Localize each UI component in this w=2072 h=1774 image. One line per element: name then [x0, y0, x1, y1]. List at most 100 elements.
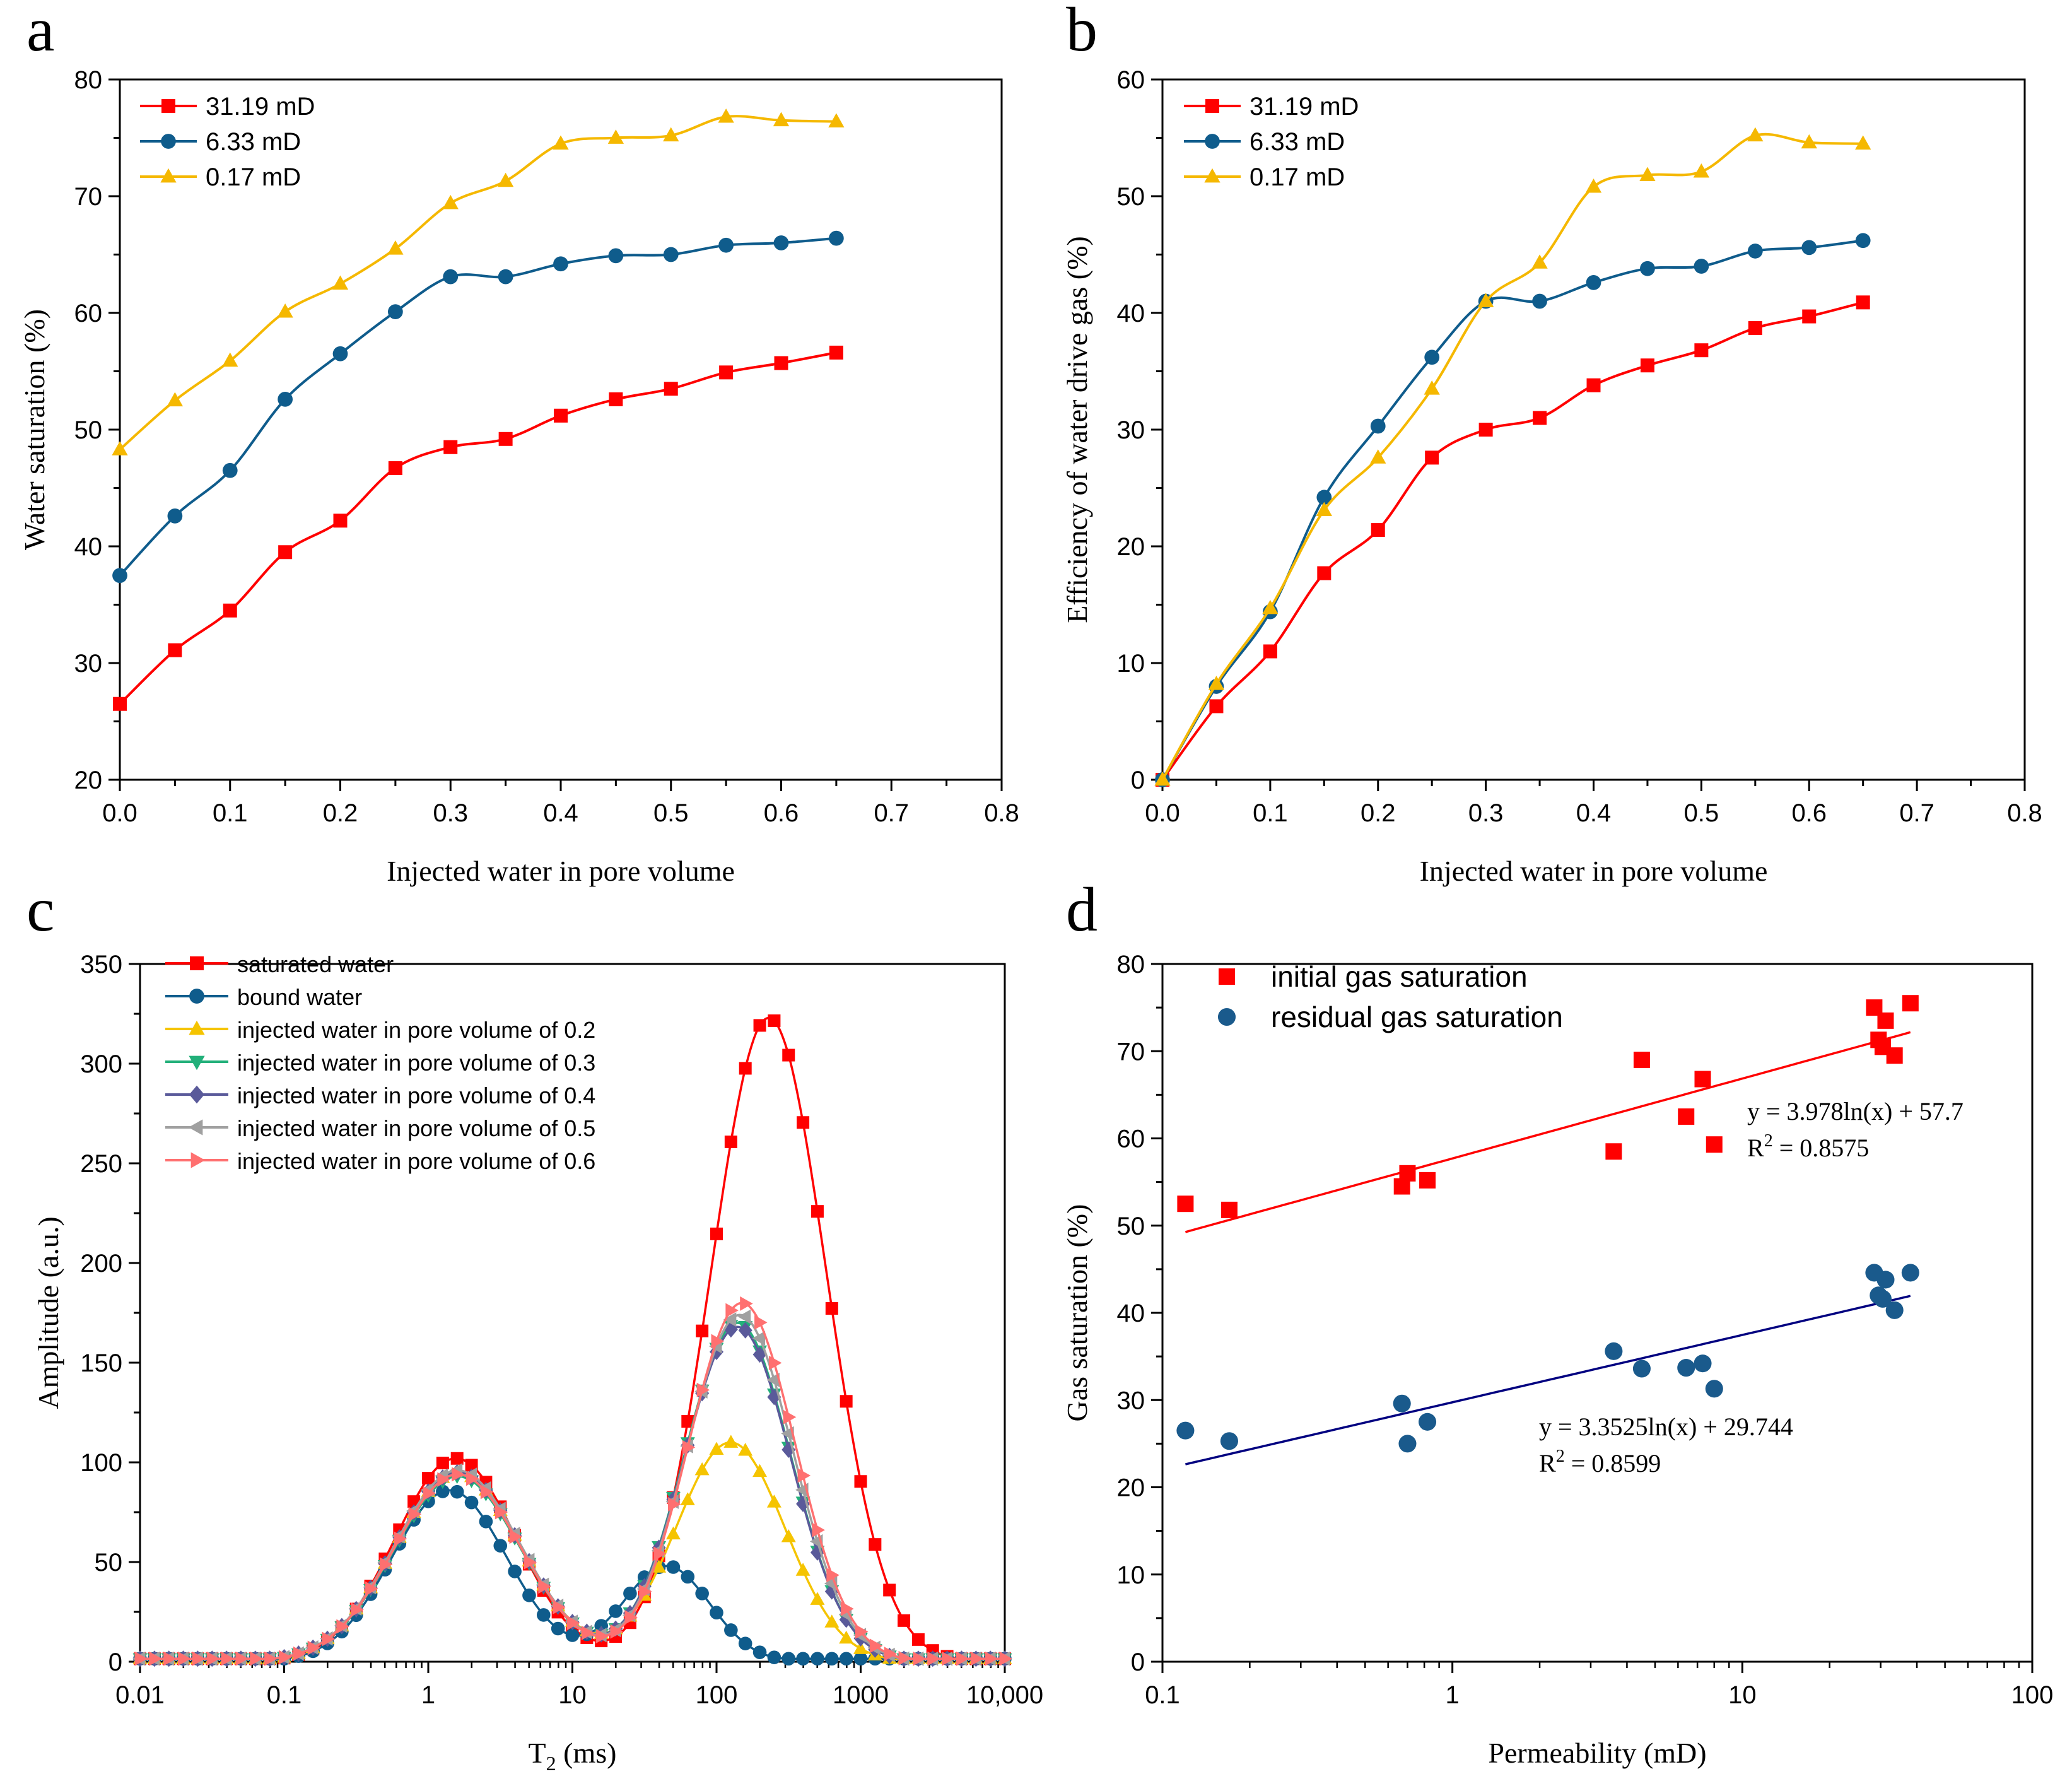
- data-point: [1371, 523, 1385, 537]
- data-point: [898, 1650, 912, 1665]
- data-point: [1176, 1421, 1195, 1440]
- data-point: [840, 1395, 853, 1408]
- legend-label: residual gas saturation: [1271, 1001, 1563, 1033]
- data-point: [773, 235, 789, 250]
- data-point: [1640, 358, 1654, 373]
- data-point: [388, 461, 402, 476]
- data-point: [387, 304, 403, 320]
- data-point: [595, 1629, 609, 1644]
- data-point: [1639, 167, 1656, 182]
- x-tick-label: 100: [2011, 1681, 2054, 1709]
- data-point: [664, 382, 678, 396]
- data-point: [112, 441, 128, 455]
- x-tick-label: 10,000: [966, 1681, 1043, 1709]
- data-point: [797, 1468, 811, 1483]
- x-axis-title-subscript: 2: [546, 1752, 556, 1774]
- data-point: [609, 392, 623, 406]
- x-tick-label: 0.3: [1468, 799, 1504, 827]
- data-point: [752, 1330, 766, 1346]
- fit-r-squared-exponent: 2: [1556, 1447, 1565, 1466]
- y-tick-label: 80: [74, 66, 103, 94]
- series-1: [1155, 233, 1871, 787]
- data-point: [1605, 1143, 1622, 1160]
- data-point: [1419, 1172, 1436, 1189]
- data-point: [855, 1624, 869, 1639]
- x-axis-title: T2 (ms): [529, 1737, 617, 1774]
- data-point: [422, 1472, 435, 1485]
- x-tick-label: 10: [1728, 1681, 1757, 1709]
- data-point: [322, 1631, 336, 1647]
- data-point: [839, 1652, 853, 1666]
- data-point: [1208, 676, 1225, 690]
- data-point: [942, 1651, 955, 1666]
- x-tick-label: 0.0: [102, 799, 138, 827]
- data-point: [436, 1484, 450, 1498]
- data-point: [223, 603, 237, 618]
- data-point: [796, 1652, 810, 1666]
- y-tick-label: 350: [80, 951, 122, 978]
- x-tick-label: 0.7: [874, 799, 909, 827]
- data-point: [1263, 644, 1277, 659]
- y-tick-label: 40: [1117, 1300, 1145, 1327]
- data-point: [222, 462, 238, 478]
- y-tick-label: 40: [74, 533, 103, 561]
- data-point: [608, 248, 624, 264]
- data-point: [718, 237, 734, 253]
- data-point: [752, 1464, 768, 1477]
- data-point: [522, 1589, 536, 1602]
- data-point: [524, 1554, 537, 1570]
- data-point: [567, 1616, 580, 1631]
- x-axis-title: Injected water in pore volume: [1420, 855, 1768, 887]
- data-point: [609, 1604, 623, 1618]
- data-point: [465, 1459, 478, 1472]
- data-point: [1901, 1264, 1919, 1282]
- data-point: [681, 1415, 694, 1428]
- data-point: [1209, 699, 1224, 714]
- data-point: [884, 1647, 898, 1662]
- data-point: [811, 1205, 824, 1218]
- data-point: [351, 1602, 364, 1617]
- data-point: [738, 1636, 752, 1650]
- data-point: [624, 1610, 638, 1625]
- series-2: [112, 109, 845, 455]
- data-point: [810, 1544, 824, 1561]
- data-point: [134, 1651, 148, 1666]
- data-point: [768, 1014, 781, 1027]
- x-tick-label: 0.3: [433, 799, 468, 827]
- data-point: [824, 1614, 840, 1628]
- series-1: [1176, 1264, 1919, 1466]
- y-tick-label: 50: [1117, 183, 1145, 211]
- data-point: [883, 1583, 896, 1597]
- data-point: [667, 1497, 681, 1512]
- series-6: [134, 1296, 1012, 1666]
- data-point: [719, 365, 734, 380]
- fit-r-squared: R2 = 0.8599: [1539, 1447, 1661, 1477]
- data-point: [774, 356, 788, 370]
- legend-label: injected water in pore volume of 0.4: [237, 1083, 595, 1108]
- data-point: [811, 1652, 824, 1666]
- data-point: [1393, 1394, 1411, 1413]
- legend: initial gas saturation residual gas satur…: [1217, 960, 1563, 1033]
- x-tick-label: 0.4: [1576, 799, 1612, 827]
- legend-label: 31.19 mD: [1250, 93, 1359, 120]
- data-point: [694, 1462, 710, 1476]
- data-point: [537, 1608, 551, 1622]
- data-point: [781, 1529, 796, 1542]
- data-point: [853, 1652, 868, 1666]
- data-point: [1855, 135, 1871, 150]
- x-axis-title-unit: (ms): [556, 1737, 617, 1769]
- data-point: [1747, 244, 1763, 259]
- data-point: [1425, 450, 1439, 465]
- legend-label: injected water in pore volume of 0.3: [237, 1050, 595, 1076]
- legend: 31.19 mD 6.33 mD 0.17 mD: [140, 93, 315, 191]
- data-point: [681, 1570, 695, 1584]
- data-point: [711, 1334, 724, 1349]
- data-point: [1748, 321, 1762, 336]
- data-point: [464, 1495, 479, 1510]
- data-point: [737, 1309, 751, 1324]
- data-point: [1694, 1071, 1711, 1088]
- series-line: [140, 1322, 1005, 1660]
- legend-label: initial gas saturation: [1271, 960, 1528, 993]
- data-point: [869, 1538, 882, 1551]
- x-tick-label: 100: [696, 1681, 738, 1709]
